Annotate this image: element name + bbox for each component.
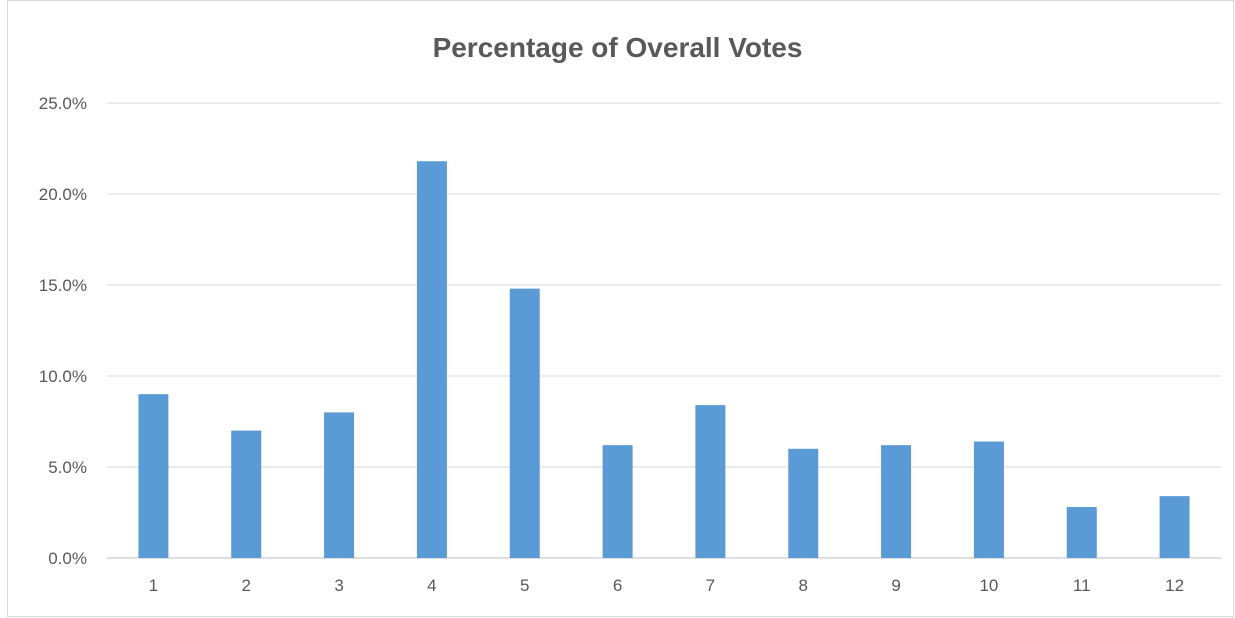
chart-title: Percentage of Overall Votes [432,32,803,63]
y-tick-label: 0.0% [48,549,87,568]
bar [416,161,447,559]
bar [324,412,355,558]
x-tick-label: 7 [706,576,715,595]
y-tick-label: 15.0% [39,276,87,295]
y-tick-label: 5.0% [48,458,87,477]
bar [602,445,633,558]
bar [231,430,262,558]
x-tick-label: 3 [334,576,343,595]
y-tick-label: 10.0% [39,367,87,386]
x-tick-label: 11 [1073,576,1091,595]
x-tick-label: 8 [799,576,808,595]
x-tick-label: 12 [1165,576,1184,595]
x-tick-label: 10 [979,576,998,595]
bar [138,394,169,558]
y-tick-label: 25.0% [39,94,87,113]
bar [881,445,912,558]
bar [1066,507,1097,558]
x-tick-label: 6 [613,576,622,595]
x-tick-label: 9 [891,576,900,595]
bar [973,441,1004,558]
bar [788,448,819,558]
y-tick-label: 20.0% [39,185,87,204]
bar [695,405,726,558]
bar [509,288,540,558]
x-tick-label: 4 [427,576,436,595]
x-tick-label: 5 [520,576,529,595]
x-tick-label: 1 [149,576,158,595]
x-tick-label: 2 [242,576,251,595]
bar [1159,496,1190,558]
